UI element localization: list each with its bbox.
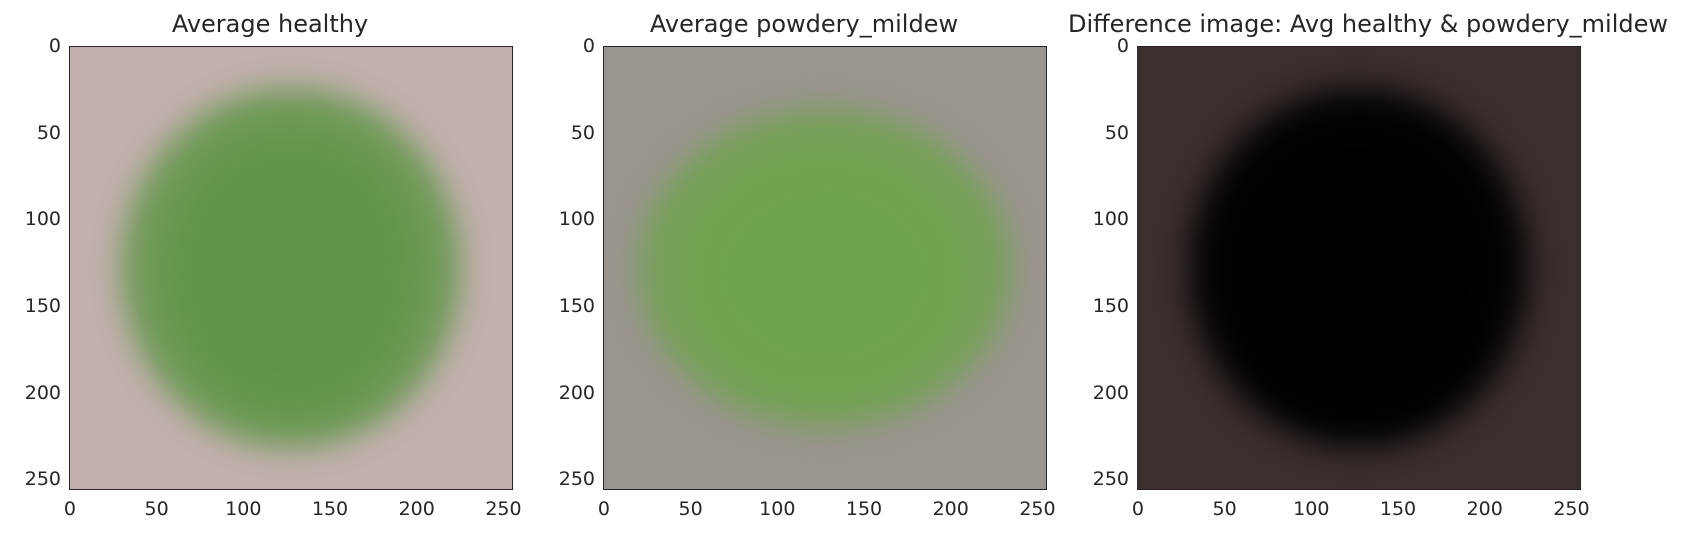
x-tick-label: 250 <box>485 498 522 520</box>
y-tick-label: 250 <box>1092 468 1129 491</box>
x-tick-label: 150 <box>311 498 349 520</box>
x-tick-label: 0 <box>63 498 76 520</box>
y-tick-label: 250 <box>558 468 595 491</box>
panel-title: Difference image: Avg healthy & powdery_… <box>1068 10 1669 38</box>
y-tick-label: 0 <box>48 34 61 57</box>
y-tick-label: 150 <box>558 295 595 318</box>
panel-difference: Difference image: Avg healthy & powdery_… <box>1068 0 1669 540</box>
y-tick-label: 50 <box>570 121 595 144</box>
image-canvas <box>1138 47 1580 489</box>
y-tick-label: 0 <box>582 34 595 57</box>
panel-title: Average powdery_mildew <box>649 10 959 38</box>
x-tick-label: 150 <box>1379 498 1417 520</box>
x-tick-label: 250 <box>1019 498 1056 520</box>
x-tick-label: 50 <box>678 498 703 520</box>
image-canvas <box>70 47 512 489</box>
y-tick-label: 250 <box>24 468 61 491</box>
image-canvas <box>604 47 1046 489</box>
y-tick-label: 200 <box>24 381 61 404</box>
average-healthy-image <box>69 46 513 490</box>
x-tick-label: 50 <box>1212 498 1237 520</box>
average-powdery-mildew-image <box>603 46 1047 490</box>
y-tick-label: 200 <box>558 381 595 404</box>
x-tick-label: 0 <box>597 498 610 520</box>
panel-title: Average healthy <box>171 10 369 38</box>
x-tick-label: 200 <box>1466 498 1503 520</box>
x-tick-label: 250 <box>1553 498 1590 520</box>
y-tick-label: 150 <box>24 295 61 318</box>
x-tick-label: 100 <box>225 498 262 520</box>
x-tick-label: 200 <box>398 498 435 520</box>
difference-image <box>1137 46 1581 490</box>
y-tick-label: 100 <box>558 208 595 231</box>
x-tick-label: 0 <box>1131 498 1144 520</box>
y-tick-label: 100 <box>24 208 61 231</box>
panel-healthy: Average healthy 0 50 100 150 200 250 0 50 100 150… <box>0 0 540 540</box>
y-tick-label: 200 <box>1092 381 1129 404</box>
y-tick-label: 100 <box>1092 208 1129 231</box>
y-tick-label: 150 <box>1092 295 1129 318</box>
x-tick-label: 150 <box>845 498 883 520</box>
x-tick-label: 100 <box>759 498 796 520</box>
y-tick-label: 50 <box>36 121 61 144</box>
y-tick-label: 50 <box>1104 121 1129 144</box>
x-tick-label: 50 <box>144 498 169 520</box>
panel-powdery-mildew: Average powdery_mildew 0 50 100 150 200 250 0 5… <box>534 0 1074 540</box>
x-tick-label: 200 <box>932 498 969 520</box>
y-tick-label: 0 <box>1116 34 1129 57</box>
x-tick-label: 100 <box>1293 498 1330 520</box>
